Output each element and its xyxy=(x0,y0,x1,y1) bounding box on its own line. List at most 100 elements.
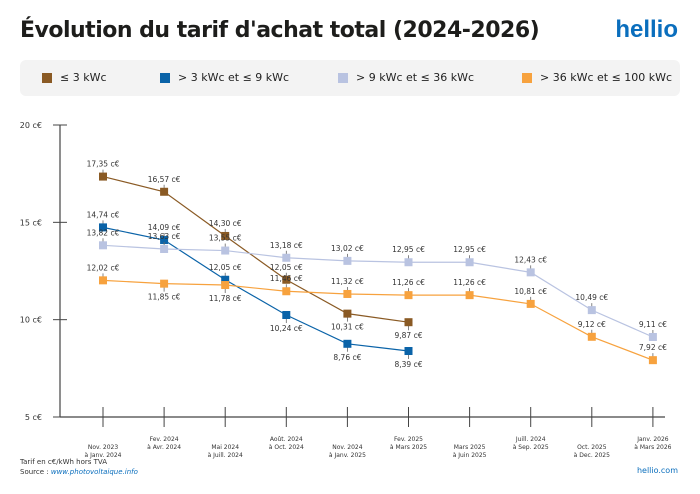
x-tick-label: à Janv. 2024 xyxy=(84,452,121,459)
site-link[interactable]: hellio.com xyxy=(636,466,678,475)
data-point xyxy=(587,332,596,341)
x-tick-label: à Janv. 2025 xyxy=(329,452,366,459)
series-line xyxy=(102,244,654,338)
data-point xyxy=(221,246,230,255)
data-label: 9,12 c€ xyxy=(578,320,606,329)
data-point xyxy=(282,253,291,262)
x-tick-label: Nov. 2023 xyxy=(88,444,119,451)
x-tick-label: Mai 2024 xyxy=(211,444,239,451)
source-label: Source : xyxy=(20,468,51,476)
data-point xyxy=(465,291,474,300)
series-line xyxy=(102,279,654,361)
y-tick-label: 15 c€ xyxy=(20,218,42,227)
data-label: 10,81 c€ xyxy=(514,287,547,296)
data-label: 9,11 c€ xyxy=(639,320,667,329)
x-tick-label: à Oct. 2024 xyxy=(269,444,304,451)
data-point xyxy=(160,236,169,245)
data-point xyxy=(221,231,230,240)
data-point xyxy=(99,223,107,232)
legend-swatch xyxy=(522,72,532,83)
legend-swatch xyxy=(42,72,52,83)
series-line xyxy=(102,176,409,323)
data-point xyxy=(404,318,413,327)
legend-label: ≤ 3 kWc xyxy=(60,71,107,84)
y-tick-label: 5 c€ xyxy=(25,413,42,422)
data-label: 11,85 c€ xyxy=(148,293,181,302)
page-title: Évolution du tarif d'achat total (2024-2… xyxy=(20,18,540,43)
data-label: 12,02 c€ xyxy=(87,263,120,272)
data-label: 17,35 c€ xyxy=(87,160,120,169)
data-label: 11,32 c€ xyxy=(331,277,364,286)
data-point xyxy=(404,347,413,356)
data-label: 10,24 c€ xyxy=(270,324,303,333)
x-tick-label: Oct. 2025 xyxy=(577,444,607,451)
x-tick-label: à Mars 2025 xyxy=(390,444,427,451)
legend-item: > 36 kWc et ≤ 100 kWc xyxy=(522,71,672,84)
x-tick-label: Fev. 2024 xyxy=(150,436,179,443)
data-label: 11,78 c€ xyxy=(209,294,242,303)
x-tick-label: Août. 2024 xyxy=(270,436,303,443)
x-tick-label: Juill. 2024 xyxy=(515,436,546,443)
data-label: 14,74 c€ xyxy=(87,210,120,219)
data-label: 8,76 c€ xyxy=(333,353,361,362)
legend-label: > 36 kWc et ≤ 100 kWc xyxy=(540,71,673,84)
unit-note: Tarif en c€/kWh hors TVA xyxy=(20,458,108,466)
data-label: 12,95 c€ xyxy=(392,245,425,254)
data-label: 12,05 c€ xyxy=(209,263,242,272)
data-point xyxy=(282,275,291,284)
x-tick-label: Nov. 2024 xyxy=(332,444,363,451)
x-tick-label: à Juill. 2024 xyxy=(208,452,243,459)
data-label: 7,92 c€ xyxy=(639,343,667,352)
data-label: 12,95 c€ xyxy=(453,245,486,254)
data-label: 11,26 c€ xyxy=(453,278,486,287)
x-tick-label: Mars 2025 xyxy=(454,444,486,451)
data-point xyxy=(99,172,107,181)
data-point xyxy=(99,241,107,250)
legend-label: > 9 kWc et ≤ 36 kWc xyxy=(356,71,475,84)
data-point xyxy=(160,187,169,196)
data-point xyxy=(526,268,535,277)
data-point xyxy=(221,275,230,284)
legend-swatch xyxy=(338,72,348,83)
data-label: 10,49 c€ xyxy=(575,293,608,302)
data-point xyxy=(404,258,413,267)
data-label: 8,39 c€ xyxy=(395,360,423,369)
source-link[interactable]: www.photovoltaique.info xyxy=(50,468,138,476)
data-point xyxy=(587,306,596,315)
data-point xyxy=(648,332,657,341)
data-point xyxy=(526,299,535,308)
data-label: 11,46 c€ xyxy=(270,274,303,283)
data-point xyxy=(343,289,352,298)
data-label: 14,09 c€ xyxy=(148,223,181,232)
data-label: 12,05 c€ xyxy=(270,263,303,272)
x-tick-label: à Avr. 2024 xyxy=(147,444,181,451)
data-label: 13,82 c€ xyxy=(87,228,120,237)
data-point xyxy=(343,256,352,265)
data-label: 12,43 c€ xyxy=(514,255,547,264)
x-tick-label: à Dec. 2025 xyxy=(574,452,610,459)
legend-item: > 9 kWc et ≤ 36 kWc xyxy=(338,71,474,84)
source-note: Source : www.photovoltaique.info xyxy=(20,468,138,476)
data-point xyxy=(221,281,230,290)
data-point xyxy=(404,291,413,300)
hellio-logo: hellio xyxy=(615,16,678,43)
legend-label: > 3 kWc et ≤ 9 kWc xyxy=(178,71,290,84)
data-point xyxy=(160,279,169,288)
data-label: 14,30 c€ xyxy=(209,219,242,228)
data-label: 11,26 c€ xyxy=(392,278,425,287)
data-point xyxy=(343,339,352,348)
legend-swatch xyxy=(160,72,170,83)
data-label: 10,31 c€ xyxy=(331,323,364,332)
data-label: 16,57 c€ xyxy=(148,175,181,184)
data-label: 13,63 c€ xyxy=(148,232,181,241)
data-point xyxy=(648,356,657,365)
y-tick-label: 20 c€ xyxy=(20,121,42,130)
data-label: 9,87 c€ xyxy=(395,331,423,340)
x-tick-label: Janv. 2026 xyxy=(636,436,669,443)
x-tick-label: à Juin 2025 xyxy=(453,452,487,459)
x-tick-label: à Sep. 2025 xyxy=(513,444,549,451)
data-point xyxy=(282,310,291,319)
series-line xyxy=(102,226,409,352)
data-point xyxy=(282,287,291,296)
